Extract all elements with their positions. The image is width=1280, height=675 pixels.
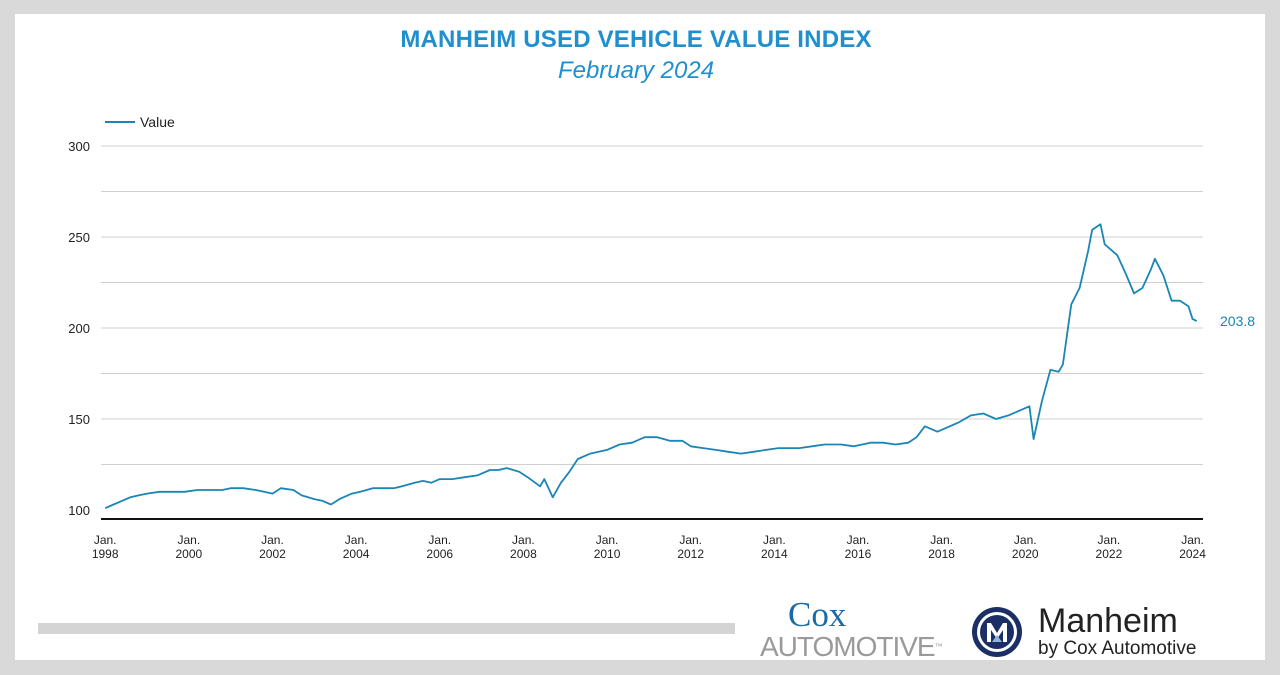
x-tick-label: Jan. [345,533,368,547]
x-tick-label: 2018 [928,547,955,561]
x-tick-label: Jan. [596,533,619,547]
x-tick-label: 2002 [259,547,286,561]
cox-logo-automotive-text: AUTOMOTIVE [760,631,936,662]
x-tick-label: 2008 [510,547,537,561]
x-tick-label: 2024 [1179,547,1206,561]
value-series-line [104,223,1198,510]
y-tick-label: 150 [68,412,90,427]
x-tick-label: 2006 [426,547,453,561]
x-tick-label: Jan. [930,533,953,547]
y-tick-label: 200 [68,321,90,336]
cox-logo-word: Cox [788,595,847,634]
manheim-wordmark: Manheim [1038,602,1178,640]
legend: Value [105,114,175,130]
legend-label-value: Value [140,114,175,130]
y-tick-label: 300 [68,139,90,154]
manheim-tagline: by Cox Automotive [1038,638,1197,659]
y-tick-label: 250 [68,230,90,245]
x-tick-label: 2012 [677,547,704,561]
last-value-label: 203.8 [1220,313,1255,329]
x-axis-ticks: Jan.1998Jan.2000Jan.2002Jan.2004Jan.2006… [92,533,1206,561]
x-tick-label: 2016 [845,547,872,561]
x-tick-label: Jan. [763,533,786,547]
x-tick-label: 2000 [175,547,202,561]
x-tick-label: Jan. [94,533,117,547]
chart-title: MANHEIM USED VEHICLE VALUE INDEX [400,26,872,53]
chart-panel: MANHEIM USED VEHICLE VALUE INDEX Februar… [15,14,1265,662]
x-tick-label: 2014 [761,547,788,561]
cox-automotive-logo: Cox AUTOMOTIVE™ [755,595,955,661]
manheim-emblem-icon [972,607,1022,657]
x-tick-label: 2020 [1012,547,1039,561]
x-tick-label: Jan. [1181,533,1204,547]
trademark-symbol: ™ [934,642,943,651]
manheim-logo: Manheim by Cox Automotive [970,602,1260,662]
x-tick-label: Jan. [1014,533,1037,547]
x-tick-label: Jan. [1098,533,1121,547]
y-tick-label: 100 [68,503,90,518]
x-tick-label: Jan. [177,533,200,547]
x-tick-label: 2022 [1096,547,1123,561]
x-tick-label: Jan. [512,533,535,547]
x-tick-label: 2010 [594,547,621,561]
footer-bar [38,623,735,634]
x-tick-label: Jan. [847,533,870,547]
x-tick-label: Jan. [679,533,702,547]
x-tick-label: 2004 [343,547,370,561]
chart-subtitle: February 2024 [557,57,715,84]
x-tick-label: 1998 [92,547,119,561]
grid-lines [101,145,1203,465]
cox-logo-automotive: AUTOMOTIVE™ [760,633,943,661]
x-tick-label: Jan. [261,533,284,547]
y-axis-ticks: 100 150 200 250 300 [68,139,90,518]
x-tick-label: Jan. [428,533,451,547]
